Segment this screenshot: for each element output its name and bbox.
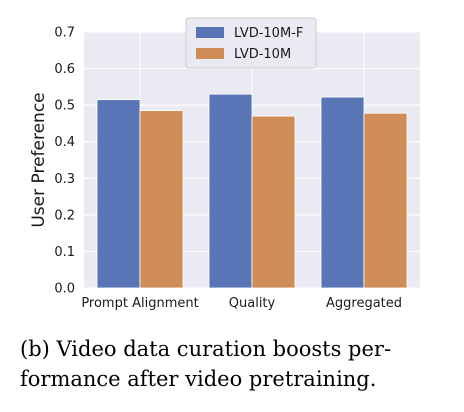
user-preference-bar-chart: 0.0 0.1 0.2 0.3 0.4 0.5 0.6 0.7 Prompt Alignmen…: [29, 17, 420, 311]
bar-lvd-10m-f-aggregated: [320, 96, 365, 289]
bar-lvd-10m-quality: [251, 115, 296, 289]
bar-lvd-10m-f-quality: [208, 93, 253, 289]
x-tick-label: Aggregated: [326, 296, 402, 311]
bar-lvd-10m-f-prompt-alignment: [96, 99, 141, 289]
caption-line-1: (b) Video data curation boosts per-: [20, 337, 392, 361]
y-tick-labels: 0.0 0.1 0.2 0.3 0.4 0.5 0.6 0.7: [54, 26, 75, 297]
figure-caption: (b) Video data curation boosts per- form…: [20, 334, 450, 394]
caption-line-2: formance after video pretraining.: [20, 367, 377, 391]
y-tick-label: 0.6: [54, 62, 75, 77]
bars: [96, 93, 408, 289]
bar-lvd-10m-prompt-alignment: [139, 110, 184, 289]
y-tick-label: 0.7: [54, 26, 75, 41]
legend-swatch: [196, 27, 224, 38]
x-tick-label: Prompt Alignment: [81, 296, 198, 311]
y-tick-label: 0.5: [54, 99, 75, 114]
y-axis-label: User Preference: [29, 92, 49, 227]
legend-label: LVD-10M: [234, 47, 291, 62]
legend: LVD-10M-F LVD-10M: [185, 17, 317, 69]
bar-lvd-10m-aggregated: [363, 112, 408, 289]
y-tick-label: 0.2: [54, 208, 75, 223]
y-tick-label: 0.0: [54, 282, 75, 297]
y-tick-label: 0.3: [54, 172, 75, 187]
x-tick-label: Quality: [229, 296, 276, 311]
y-tick-label: 0.4: [54, 135, 75, 150]
legend-label: LVD-10M-F: [234, 26, 303, 41]
x-tick-labels: Prompt Alignment Quality Aggregated: [81, 296, 402, 311]
legend-swatch: [196, 48, 224, 59]
y-tick-label: 0.1: [54, 245, 75, 260]
